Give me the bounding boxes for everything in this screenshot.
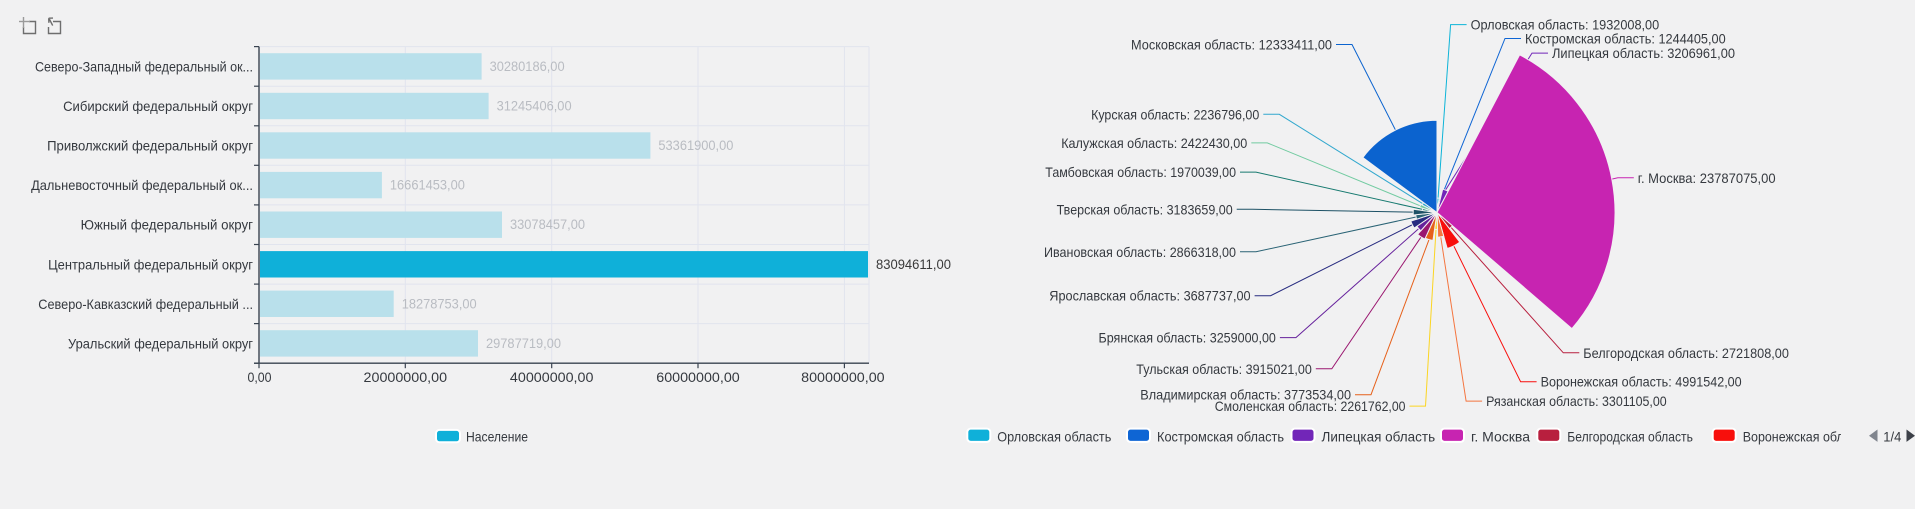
svg-text:30280186,00: 30280186,00 — [490, 59, 565, 74]
svg-text:20000000,00: 20000000,00 — [364, 369, 448, 385]
svg-text:Брянская область: 3259000,00: Брянская область: 3259000,00 — [1099, 330, 1277, 346]
svg-text:Центральный федеральный округ: Центральный федеральный округ — [48, 256, 253, 272]
svg-text:18278753,00: 18278753,00 — [402, 296, 477, 311]
svg-text:Тамбовская область: 1970039,00: Тамбовская область: 1970039,00 — [1045, 164, 1236, 180]
svg-text:29787719,00: 29787719,00 — [486, 336, 561, 351]
svg-text:Ярославская область: 3687737,0: Ярославская область: 3687737,00 — [1049, 288, 1250, 304]
svg-text:Приволжский федеральный округ: Приволжский федеральный округ — [47, 138, 253, 154]
svg-text:Белгородская область: 2721808,: Белгородская область: 2721808,00 — [1583, 345, 1789, 361]
svg-text:0,00: 0,00 — [248, 369, 272, 385]
svg-text:Тверская область: 3183659,00: Тверская область: 3183659,00 — [1057, 201, 1233, 217]
svg-text:60000000,00: 60000000,00 — [656, 369, 740, 385]
svg-text:33078457,00: 33078457,00 — [510, 217, 585, 232]
svg-text:Курская область: 2236796,00: Курская область: 2236796,00 — [1091, 106, 1259, 122]
svg-text:г. Москва: 23787075,00: г. Москва: 23787075,00 — [1638, 170, 1776, 186]
svg-text:Воронежская обла: Воронежская обла — [1743, 429, 1851, 445]
svg-text:16661453,00: 16661453,00 — [390, 178, 465, 193]
svg-text:Калужская область: 2422430,00: Калужская область: 2422430,00 — [1061, 135, 1247, 151]
svg-text:Воронежская область: 4991542,0: Воронежская область: 4991542,00 — [1541, 374, 1742, 390]
svg-text:Южный федеральный округ: Южный федеральный округ — [81, 217, 253, 233]
svg-text:Липецкая область: 3206961,00: Липецкая область: 3206961,00 — [1552, 45, 1735, 61]
svg-text:1/4: 1/4 — [1883, 429, 1901, 445]
svg-text:г. Москва: г. Москва — [1471, 429, 1530, 445]
svg-text:Ивановская область: 2866318,00: Ивановская область: 2866318,00 — [1044, 244, 1236, 260]
svg-text:Уральский федеральный округ: Уральский федеральный округ — [68, 335, 253, 351]
svg-text:Сибирский федеральный округ: Сибирский федеральный округ — [63, 98, 253, 114]
svg-text:Липецкая область: Липецкая область — [1322, 429, 1436, 445]
svg-text:31245406,00: 31245406,00 — [497, 99, 572, 114]
svg-text:Рязанская область: 3301105,00: Рязанская область: 3301105,00 — [1486, 393, 1667, 409]
svg-text:Костромская область: Костромская область — [1157, 429, 1284, 445]
svg-text:53361900,00: 53361900,00 — [658, 138, 733, 153]
svg-text:Северо-Западный федеральный ок: Северо-Западный федеральный ок... — [35, 58, 253, 74]
svg-text:Смоленская область: 2261762,00: Смоленская область: 2261762,00 — [1215, 398, 1406, 414]
svg-text:Дальневосточный федеральный ок: Дальневосточный федеральный ок... — [31, 177, 253, 193]
svg-text:83094611,00: 83094611,00 — [876, 257, 951, 272]
svg-text:Московская область: 12333411,0: Московская область: 12333411,00 — [1131, 37, 1332, 53]
svg-text:Костромская область: 1244405,0: Костромская область: 1244405,00 — [1525, 31, 1726, 47]
svg-text:Орловская область: Орловская область — [997, 429, 1111, 445]
svg-text:Владимирская область: 3773534,: Владимирская область: 3773534,00 — [1140, 387, 1351, 403]
svg-text:Население: Население — [466, 429, 528, 445]
svg-text:80000000,00: 80000000,00 — [801, 369, 885, 385]
svg-text:Белгородская область: Белгородская область — [1567, 429, 1693, 445]
svg-text:Тульская область: 3915021,00: Тульская область: 3915021,00 — [1136, 361, 1312, 377]
svg-text:Северо-Кавказский федеральный: Северо-Кавказский федеральный ... — [38, 296, 253, 312]
svg-text:40000000,00: 40000000,00 — [510, 369, 594, 385]
svg-text:Орловская область: 1932008,00: Орловская область: 1932008,00 — [1471, 17, 1660, 33]
